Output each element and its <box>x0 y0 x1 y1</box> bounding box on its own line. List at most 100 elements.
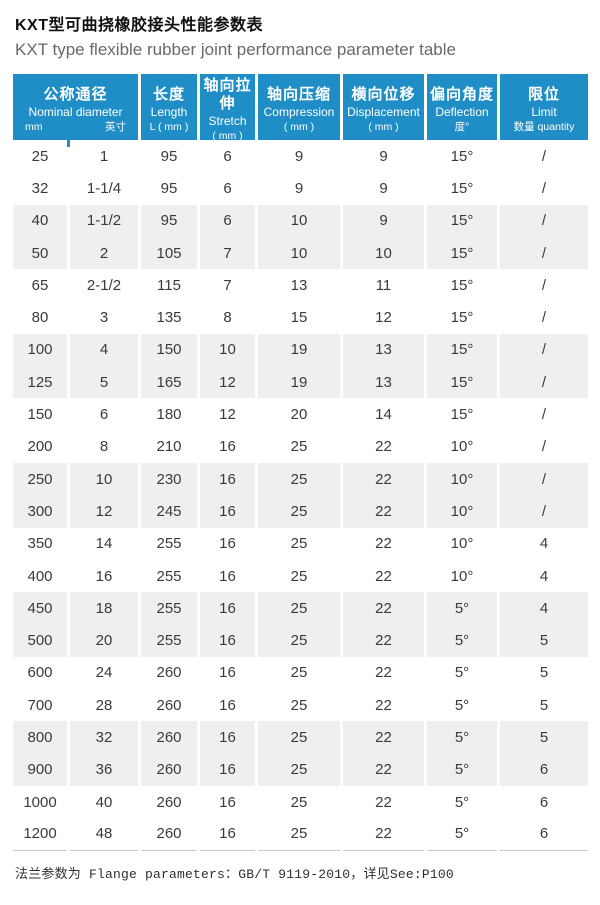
table-cell: 255 <box>141 527 197 560</box>
table-row: 250 10 230 16 25 22 10° / <box>13 462 588 496</box>
table-cell: 2 <box>70 236 138 270</box>
table-cell: / <box>500 236 588 270</box>
table-cell: 10 <box>70 462 138 496</box>
table-cell: 12 <box>200 366 255 399</box>
table-cell: 10 <box>343 236 424 270</box>
header-sub-inch: 英寸 <box>105 121 126 133</box>
header-sub-unit: ( mm ) <box>212 130 243 142</box>
table-cell: 25 <box>258 592 340 625</box>
table-cell: 48 <box>70 818 138 851</box>
table-cell: 16 <box>200 656 255 690</box>
table-cell: 16 <box>200 689 255 722</box>
table-cell: 19 <box>258 366 340 399</box>
header-sub-unit: L ( mm ) <box>149 121 189 133</box>
table-cell: 350 <box>13 527 67 560</box>
table-cell: 20 <box>258 398 340 431</box>
table-cell: 9 <box>343 172 424 205</box>
table-row: 350 14 255 16 25 22 10° 4 <box>13 527 588 560</box>
table-cell: 22 <box>343 592 424 625</box>
page-title: KXT型可曲挠橡胶接头性能参数表 <box>15 17 264 34</box>
header-sub-unit: ( mm ) <box>368 121 399 133</box>
header-col-displacement: 横向位移 Displacement ( mm ) <box>343 74 424 147</box>
table-cell: 16 <box>200 785 255 819</box>
table-cell: 22 <box>343 785 424 819</box>
table-row: 32 1-1/4 95 6 9 9 15° / <box>13 172 588 205</box>
table-row: 450 18 255 16 25 22 5° 4 <box>13 592 588 625</box>
table-row: 900 36 260 16 25 22 5° 6 <box>13 753 588 786</box>
header-sub-unit: 度° <box>454 121 470 133</box>
header-label-zh: 偏向角度 <box>429 86 494 103</box>
table-row: 100 4 150 10 19 13 15° / <box>13 333 588 367</box>
footer-note: 法兰参数为 Flange parameters：GB/T 9119-2010，详… <box>15 866 454 882</box>
table-cell: 6 <box>200 140 255 173</box>
table-row: 50 2 105 7 10 10 15° / <box>13 236 588 270</box>
header-label-zh: 横向位移 <box>351 86 416 103</box>
table-cell: 36 <box>70 753 138 786</box>
table-cell: 115 <box>141 269 197 302</box>
header-sub-unit: ( mm ) <box>283 121 315 133</box>
table-cell: 50 <box>13 236 67 270</box>
table-cell: 22 <box>343 527 424 560</box>
table-cell: / <box>500 366 588 399</box>
table-cell: 12 <box>343 301 424 334</box>
table-cell: / <box>500 462 588 496</box>
table-cell: 25 <box>258 495 340 528</box>
table-cell: 25 <box>258 559 340 593</box>
table-cell: 1-1/2 <box>70 204 138 237</box>
table-cell: 260 <box>141 753 197 786</box>
header-label-en: Stretch <box>208 114 247 128</box>
table-cell: / <box>500 301 588 334</box>
table-cell: 8 <box>200 301 255 334</box>
table-cell: 95 <box>141 172 197 205</box>
table-row: 1200 48 260 16 25 22 5° 6 <box>13 818 588 851</box>
table-cell: 245 <box>141 495 197 528</box>
table-cell: 14 <box>343 398 424 431</box>
table-cell: 5 <box>500 689 588 722</box>
table-cell: / <box>500 495 588 528</box>
table-row: 200 8 210 16 25 22 10° / <box>13 430 588 463</box>
table-cell: 450 <box>13 592 67 625</box>
table-cell: 95 <box>141 204 197 237</box>
table-cell: 25 <box>258 624 340 657</box>
table-cell: 4 <box>70 333 138 367</box>
table-cell: 10° <box>427 559 497 593</box>
table-cell: 15° <box>427 333 497 367</box>
table-cell: 5° <box>427 624 497 657</box>
table-cell: 5 <box>500 624 588 657</box>
table-cell: 300 <box>13 495 67 528</box>
table-cell: 250 <box>13 462 67 496</box>
header-label-en: Length <box>150 105 188 119</box>
table-cell: 125 <box>13 366 67 399</box>
table-cell: 260 <box>141 721 197 754</box>
table-cell: 5° <box>427 689 497 722</box>
table-cell: 16 <box>200 624 255 657</box>
header-col-length: 长度 Length L ( mm ) <box>141 74 197 147</box>
table-cell: 16 <box>200 559 255 593</box>
table-row: 25 1 95 6 9 9 15° / <box>13 140 588 173</box>
table-cell: 10 <box>258 204 340 237</box>
table-cell: 5 <box>70 366 138 399</box>
table-cell: 25 <box>258 689 340 722</box>
table-cell: 22 <box>343 689 424 722</box>
table-cell: 15° <box>427 301 497 334</box>
table-cell: 7 <box>200 269 255 302</box>
table-row: 400 16 255 16 25 22 10° 4 <box>13 559 588 593</box>
table-cell: 22 <box>343 656 424 690</box>
table-cell: 150 <box>141 333 197 367</box>
table-cell: 9 <box>343 140 424 173</box>
table-cell: 100 <box>13 333 67 367</box>
table-cell: / <box>500 140 588 173</box>
table-cell: 6 <box>200 172 255 205</box>
header-label-zh: 轴向拉伸 <box>203 77 252 112</box>
table-cell: 25 <box>258 430 340 463</box>
table-cell: 80 <box>13 301 67 334</box>
table-cell: 255 <box>141 559 197 593</box>
table-cell: 40 <box>13 204 67 237</box>
table-cell: 40 <box>70 785 138 819</box>
table-cell: / <box>500 172 588 205</box>
table-cell: 600 <box>13 656 67 690</box>
header-label-en: Nominal diameter <box>28 105 123 119</box>
table-cell: 165 <box>141 366 197 399</box>
table-cell: 22 <box>343 818 424 851</box>
table-cell: 25 <box>258 785 340 819</box>
